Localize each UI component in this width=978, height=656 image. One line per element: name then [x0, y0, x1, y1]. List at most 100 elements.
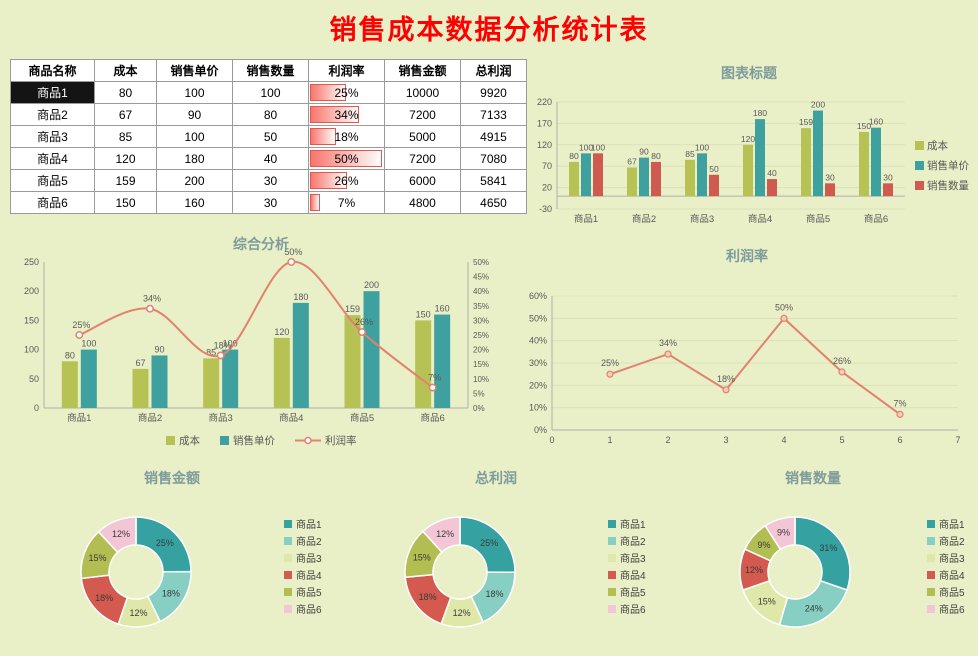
- table-row: 商品3 85 100 50 18% 5000 4915: [10, 125, 527, 148]
- table-cell[interactable]: 100: [232, 81, 309, 104]
- svg-text:25%: 25%: [601, 358, 619, 368]
- table-cell[interactable]: 7133: [460, 103, 527, 126]
- table-cell[interactable]: 5841: [460, 169, 527, 192]
- svg-text:6: 6: [897, 435, 902, 445]
- svg-text:12%: 12%: [453, 608, 471, 618]
- svg-text:100: 100: [695, 142, 709, 152]
- table-header-cell: 销售单价: [156, 59, 233, 82]
- table-cell[interactable]: 200: [156, 169, 233, 192]
- table-row: 商品1 80 100 100 25% 10000 9920: [10, 81, 527, 104]
- svg-text:30%: 30%: [529, 358, 547, 368]
- table-cell[interactable]: 90: [156, 103, 233, 126]
- grouped-bar-chart[interactable]: 图表标题 -30 20 70 120 170 220 80 100 100 商品1 67 90 80 商品…: [523, 57, 975, 239]
- table-cell[interactable]: 180: [156, 147, 233, 170]
- svg-text:15%: 15%: [413, 552, 431, 562]
- combo-chart-svg: 0 50 100 150 200 250 0% 5% 10% 15% 20% 25% 30% 35% 40%…: [24, 247, 489, 447]
- table-header-cell: 成本: [94, 59, 157, 82]
- svg-text:成本: 成本: [179, 434, 200, 447]
- table-cell[interactable]: 7200: [384, 147, 461, 170]
- table-cell[interactable]: 26%: [308, 169, 385, 192]
- table-cell[interactable]: 100: [156, 81, 233, 104]
- svg-text:24%: 24%: [805, 603, 823, 613]
- table-cell[interactable]: 40: [232, 147, 309, 170]
- table-cell[interactable]: 商品3: [10, 125, 95, 148]
- table-cell[interactable]: 85: [94, 125, 157, 148]
- table-cell[interactable]: 7080: [460, 147, 527, 170]
- table-cell[interactable]: 商品1: [10, 81, 95, 104]
- svg-text:50: 50: [29, 374, 39, 384]
- table-cell[interactable]: 10000: [384, 81, 461, 104]
- svg-text:商品1: 商品1: [574, 213, 598, 225]
- total-profit-donut-chart[interactable]: 总利润 25% 18% 12% 18% 15% 12% 商品1 商品2 商品3 商品4 商品5 商品6: [336, 462, 656, 654]
- table-header-cell: 利润率: [308, 59, 385, 82]
- donut3-svg: 31% 24% 15% 12% 9% 9% 商品1 商品2 商品3 商品4 商品5 商品6: [739, 516, 965, 628]
- table-cell[interactable]: 34%: [308, 103, 385, 126]
- table-cell[interactable]: 4915: [460, 125, 527, 148]
- svg-text:9%: 9%: [777, 528, 790, 538]
- table-cell[interactable]: 7200: [384, 103, 461, 126]
- svg-text:90: 90: [639, 147, 649, 157]
- table-cell[interactable]: 商品4: [10, 147, 95, 170]
- table-cell[interactable]: 150: [94, 191, 157, 214]
- svg-text:30: 30: [883, 172, 893, 182]
- combo-chart-title: 综合分析: [233, 236, 289, 252]
- table-cell[interactable]: 4800: [384, 191, 461, 214]
- donut2-title: 总利润: [475, 470, 517, 486]
- svg-text:80: 80: [65, 350, 75, 360]
- svg-text:2: 2: [665, 435, 670, 445]
- svg-text:销售数量: 销售数量: [927, 179, 969, 192]
- table-cell[interactable]: 80: [94, 81, 157, 104]
- donut2-svg: 25% 18% 12% 18% 15% 12% 商品1 商品2 商品3 商品4 商品5 商品6: [404, 516, 646, 628]
- table-cell[interactable]: 18%: [308, 125, 385, 148]
- table-cell[interactable]: 商品5: [10, 169, 95, 192]
- svg-text:12%: 12%: [436, 529, 454, 539]
- svg-text:100: 100: [579, 142, 593, 152]
- profit-rate-value: 18%: [334, 129, 359, 144]
- profit-rate-databar: [310, 84, 346, 101]
- svg-text:60%: 60%: [529, 291, 547, 301]
- table-cell[interactable]: 50: [232, 125, 309, 148]
- profit-rate-databar: [310, 106, 359, 123]
- svg-text:100: 100: [81, 339, 96, 349]
- combo-bar-line-chart[interactable]: 综合分析 0 50 100 150 200 250 0% 5% 10% 15% 20% 25% 30% 3…: [10, 228, 512, 462]
- svg-text:50%: 50%: [529, 313, 547, 323]
- sales-amount-donut-chart[interactable]: 销售金额 25% 18% 12% 18% 15% 12% 商品1 商品2 商品3 商品4 商品5 商品…: [12, 462, 332, 654]
- svg-text:-30: -30: [539, 204, 552, 214]
- table-cell[interactable]: 25%: [308, 81, 385, 104]
- svg-text:商品3: 商品3: [690, 213, 714, 225]
- table-cell[interactable]: 100: [156, 125, 233, 148]
- svg-text:12%: 12%: [112, 529, 130, 539]
- table-cell[interactable]: 4650: [460, 191, 527, 214]
- table-cell[interactable]: 商品6: [10, 191, 95, 214]
- table-cell[interactable]: 30: [232, 191, 309, 214]
- svg-text:159: 159: [345, 304, 360, 314]
- svg-text:15%: 15%: [473, 360, 489, 369]
- table-cell[interactable]: 50%: [308, 147, 385, 170]
- svg-text:200: 200: [364, 280, 379, 290]
- table-cell[interactable]: 6000: [384, 169, 461, 192]
- svg-text:商品5: 商品5: [296, 586, 322, 599]
- svg-text:25%: 25%: [473, 331, 489, 340]
- svg-text:100: 100: [591, 142, 605, 152]
- table-cell[interactable]: 67: [94, 103, 157, 126]
- table-cell[interactable]: 159: [94, 169, 157, 192]
- profit-rate-line-chart[interactable]: 利润率 0% 10% 20% 30% 40% 50% 60% 0 1 2 3 4 5 6 7 25% 34% 18…: [518, 240, 976, 458]
- table-cell[interactable]: 80: [232, 103, 309, 126]
- svg-text:商品3: 商品3: [620, 552, 646, 565]
- table-cell[interactable]: 30: [232, 169, 309, 192]
- table-cell[interactable]: 7%: [308, 191, 385, 214]
- table-cell[interactable]: 9920: [460, 81, 527, 104]
- svg-text:120: 120: [741, 134, 755, 144]
- svg-text:商品2: 商品2: [138, 412, 162, 424]
- table-cell[interactable]: 120: [94, 147, 157, 170]
- svg-text:10%: 10%: [529, 403, 547, 413]
- table-row: 商品2 67 90 80 34% 7200 7133: [10, 103, 527, 126]
- svg-text:20: 20: [542, 183, 552, 193]
- table-cell[interactable]: 5000: [384, 125, 461, 148]
- table-cell[interactable]: 160: [156, 191, 233, 214]
- svg-text:31%: 31%: [819, 543, 837, 553]
- svg-text:34%: 34%: [659, 338, 677, 348]
- svg-text:成本: 成本: [927, 139, 948, 152]
- table-cell[interactable]: 商品2: [10, 103, 95, 126]
- sales-quantity-donut-chart[interactable]: 销售数量 31% 24% 15% 12% 9% 9% 商品1 商品2 商品3 商品4 商品5 商品6: [650, 462, 976, 654]
